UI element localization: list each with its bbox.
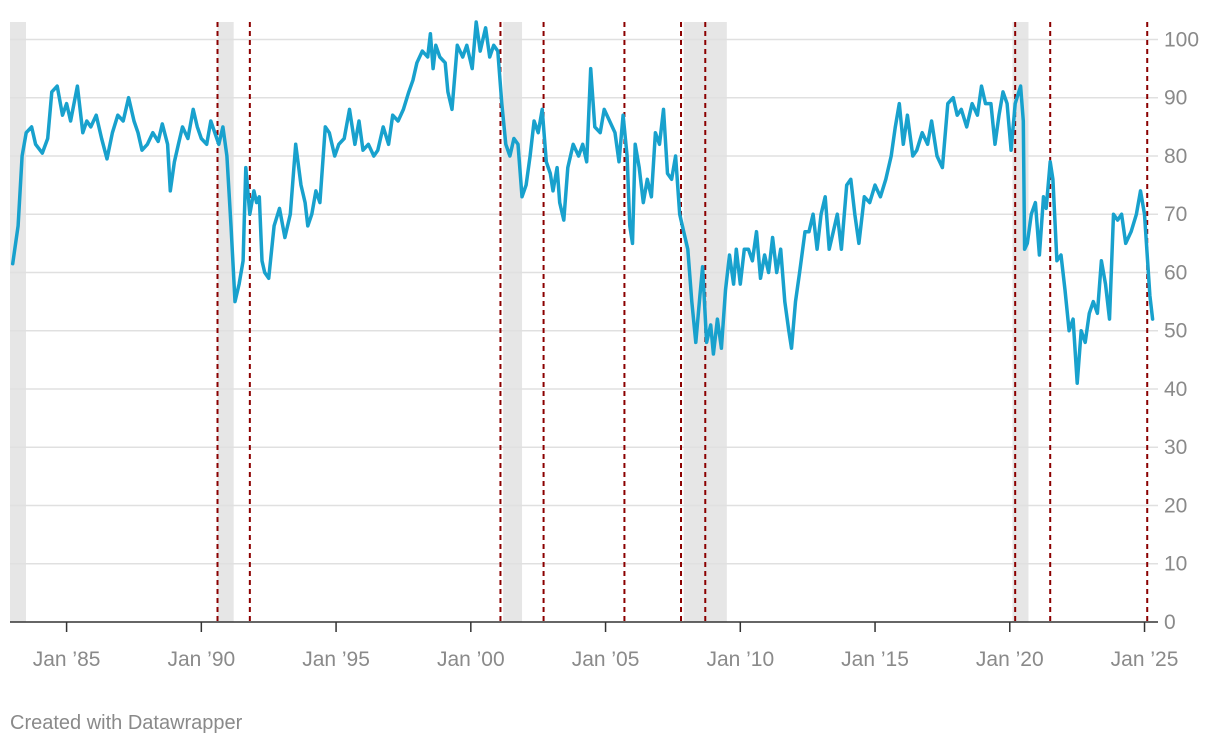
y-axis-ticks: 0 10 20 30 40 50 60 70 80 90 100 xyxy=(1164,28,1199,634)
x-tick-label-8: Jan ’25 xyxy=(1111,648,1179,671)
y-tick-label-90: 90 xyxy=(1164,87,1187,110)
x-axis-ticks: Jan ’85 Jan ’90 Jan ’95 Jan ’00 Jan ’05 Jan ’… xyxy=(33,622,1179,671)
y-tick-label-60: 60 xyxy=(1164,261,1187,284)
x-tick-label-2: Jan ’95 xyxy=(302,648,370,671)
datawrapper-credit: Created with Datawrapper xyxy=(10,712,243,734)
y-tick-label-50: 50 xyxy=(1164,320,1187,343)
y-tick-label-30: 30 xyxy=(1164,436,1187,459)
series-layer xyxy=(10,20,1155,385)
y-tick-label-10: 10 xyxy=(1164,553,1187,576)
y-tick-label-20: 20 xyxy=(1164,494,1187,517)
x-tick-label-0: Jan ’85 xyxy=(33,648,101,671)
x-tick-label-7: Jan ’20 xyxy=(976,648,1044,671)
y-tick-label-40: 40 xyxy=(1164,378,1187,401)
recession-band-1 xyxy=(217,22,234,622)
recession-bands xyxy=(10,22,1029,622)
x-tick-label-4: Jan ’05 xyxy=(572,648,640,671)
x-tick-label-3: Jan ’00 xyxy=(437,648,505,671)
y-tick-label-80: 80 xyxy=(1164,145,1187,168)
x-tick-label-1: Jan ’90 xyxy=(167,648,235,671)
x-tick-label-6: Jan ’15 xyxy=(841,648,909,671)
y-tick-label-0: 0 xyxy=(1164,611,1176,634)
y-gridlines xyxy=(10,38,1158,565)
recession-band-0 xyxy=(10,22,26,622)
x-tick-label-5: Jan ’10 xyxy=(706,648,774,671)
y-tick-label-70: 70 xyxy=(1164,203,1187,226)
y-tick-label-100: 100 xyxy=(1164,28,1199,51)
series-line-0 xyxy=(10,20,1155,385)
recession-band-2 xyxy=(503,22,523,622)
